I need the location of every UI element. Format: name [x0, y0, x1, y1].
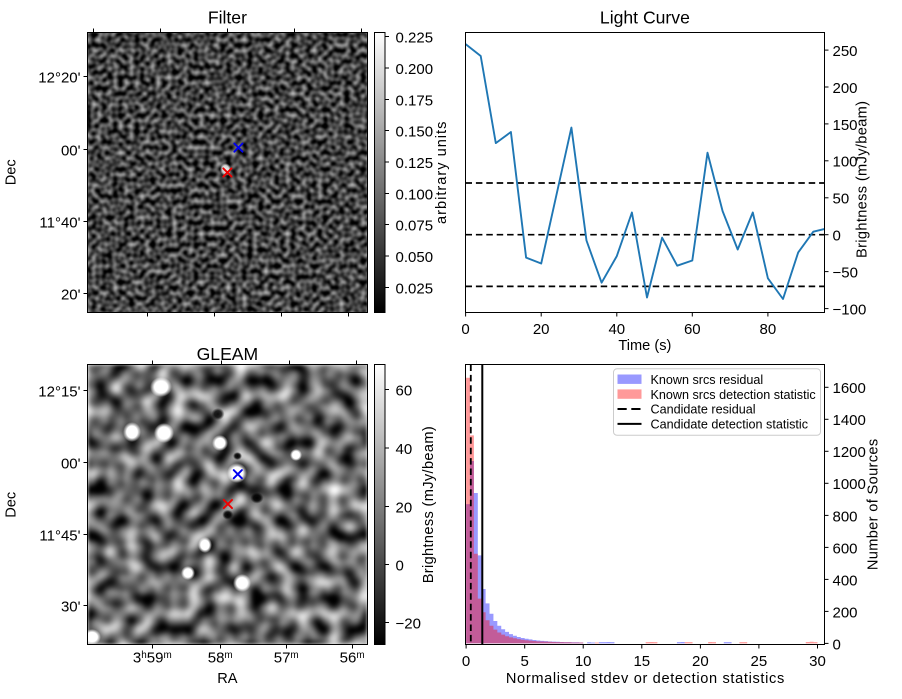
svg-text:200: 200 [833, 604, 858, 621]
svg-text:250: 250 [833, 43, 858, 60]
svg-text:25: 25 [751, 653, 768, 670]
svg-text:0.175: 0.175 [396, 92, 434, 109]
svg-text:−50: −50 [833, 265, 858, 282]
svg-text:1600: 1600 [833, 380, 866, 397]
svg-text:Dec: Dec [4, 492, 20, 518]
svg-text:0.025: 0.025 [396, 280, 434, 297]
svg-text:30': 30' [61, 598, 81, 615]
svg-text:20': 20' [61, 286, 81, 303]
svg-text:400: 400 [833, 572, 858, 589]
svg-text:Known srcs residual: Known srcs residual [651, 373, 764, 387]
svg-text:800: 800 [833, 508, 858, 525]
svg-text:Time (s): Time (s) [618, 338, 671, 354]
svg-text:5: 5 [521, 653, 529, 670]
svg-text:Candidate residual: Candidate residual [651, 403, 756, 417]
svg-text:Brightness (mJy/beam): Brightness (mJy/beam) [421, 426, 437, 583]
svg-text:0.150: 0.150 [396, 123, 434, 140]
svg-text:GLEAM: GLEAM [197, 344, 259, 364]
svg-text:Light Curve: Light Curve [600, 8, 690, 28]
svg-text:20: 20 [396, 499, 413, 516]
svg-text:50: 50 [833, 191, 850, 208]
svg-text:40: 40 [608, 321, 625, 338]
svg-text:Candidate detection statistic: Candidate detection statistic [651, 418, 809, 432]
svg-text:Filter: Filter [208, 8, 247, 28]
svg-text:11°40': 11°40' [39, 214, 80, 231]
svg-text:150: 150 [833, 117, 858, 134]
svg-text:Brightness (mJy/beam): Brightness (mJy/beam) [855, 101, 871, 258]
svg-text:0: 0 [461, 321, 469, 338]
svg-text:0: 0 [833, 636, 841, 653]
svg-text:0.125: 0.125 [396, 155, 434, 172]
svg-text:0.050: 0.050 [396, 249, 434, 266]
svg-text:12°20': 12°20' [38, 69, 80, 86]
svg-text:40: 40 [396, 441, 413, 458]
svg-text:arbitrary units: arbitrary units [434, 121, 450, 224]
svg-text:30: 30 [809, 653, 826, 670]
svg-text:0.075: 0.075 [396, 217, 434, 234]
svg-text:−20: −20 [396, 615, 421, 632]
svg-text:20: 20 [692, 653, 709, 670]
svg-text:12°15': 12°15' [38, 383, 80, 400]
svg-text:20: 20 [533, 321, 550, 338]
svg-text:Number of Sources: Number of Sources [866, 438, 882, 570]
svg-text:0: 0 [396, 557, 404, 574]
svg-text:0.225: 0.225 [396, 29, 434, 46]
svg-text:1400: 1400 [833, 412, 866, 429]
svg-text:60: 60 [684, 321, 701, 338]
svg-text:200: 200 [833, 80, 858, 97]
svg-text:Dec: Dec [4, 159, 20, 185]
svg-text:0: 0 [462, 653, 470, 670]
svg-text:10: 10 [575, 653, 592, 670]
svg-text:Known srcs detection statistic: Known srcs detection statistic [651, 388, 816, 402]
svg-text:80: 80 [760, 321, 777, 338]
svg-text:60: 60 [396, 382, 413, 399]
svg-text:−100: −100 [833, 302, 867, 319]
svg-text:600: 600 [833, 540, 858, 557]
svg-text:0.200: 0.200 [396, 61, 434, 78]
svg-text:00': 00' [61, 142, 81, 159]
svg-text:0.100: 0.100 [396, 186, 434, 203]
svg-text:1000: 1000 [833, 476, 866, 493]
svg-text:1200: 1200 [833, 444, 866, 461]
svg-text:11°45': 11°45' [39, 527, 80, 544]
svg-text:Normalised stdev or detection: Normalised stdev or detection statistics [506, 671, 785, 687]
svg-text:00': 00' [61, 455, 81, 472]
svg-text:100: 100 [833, 154, 858, 171]
svg-text:0: 0 [833, 228, 841, 245]
svg-text:RA: RA [217, 671, 238, 687]
svg-text:15: 15 [633, 653, 650, 670]
